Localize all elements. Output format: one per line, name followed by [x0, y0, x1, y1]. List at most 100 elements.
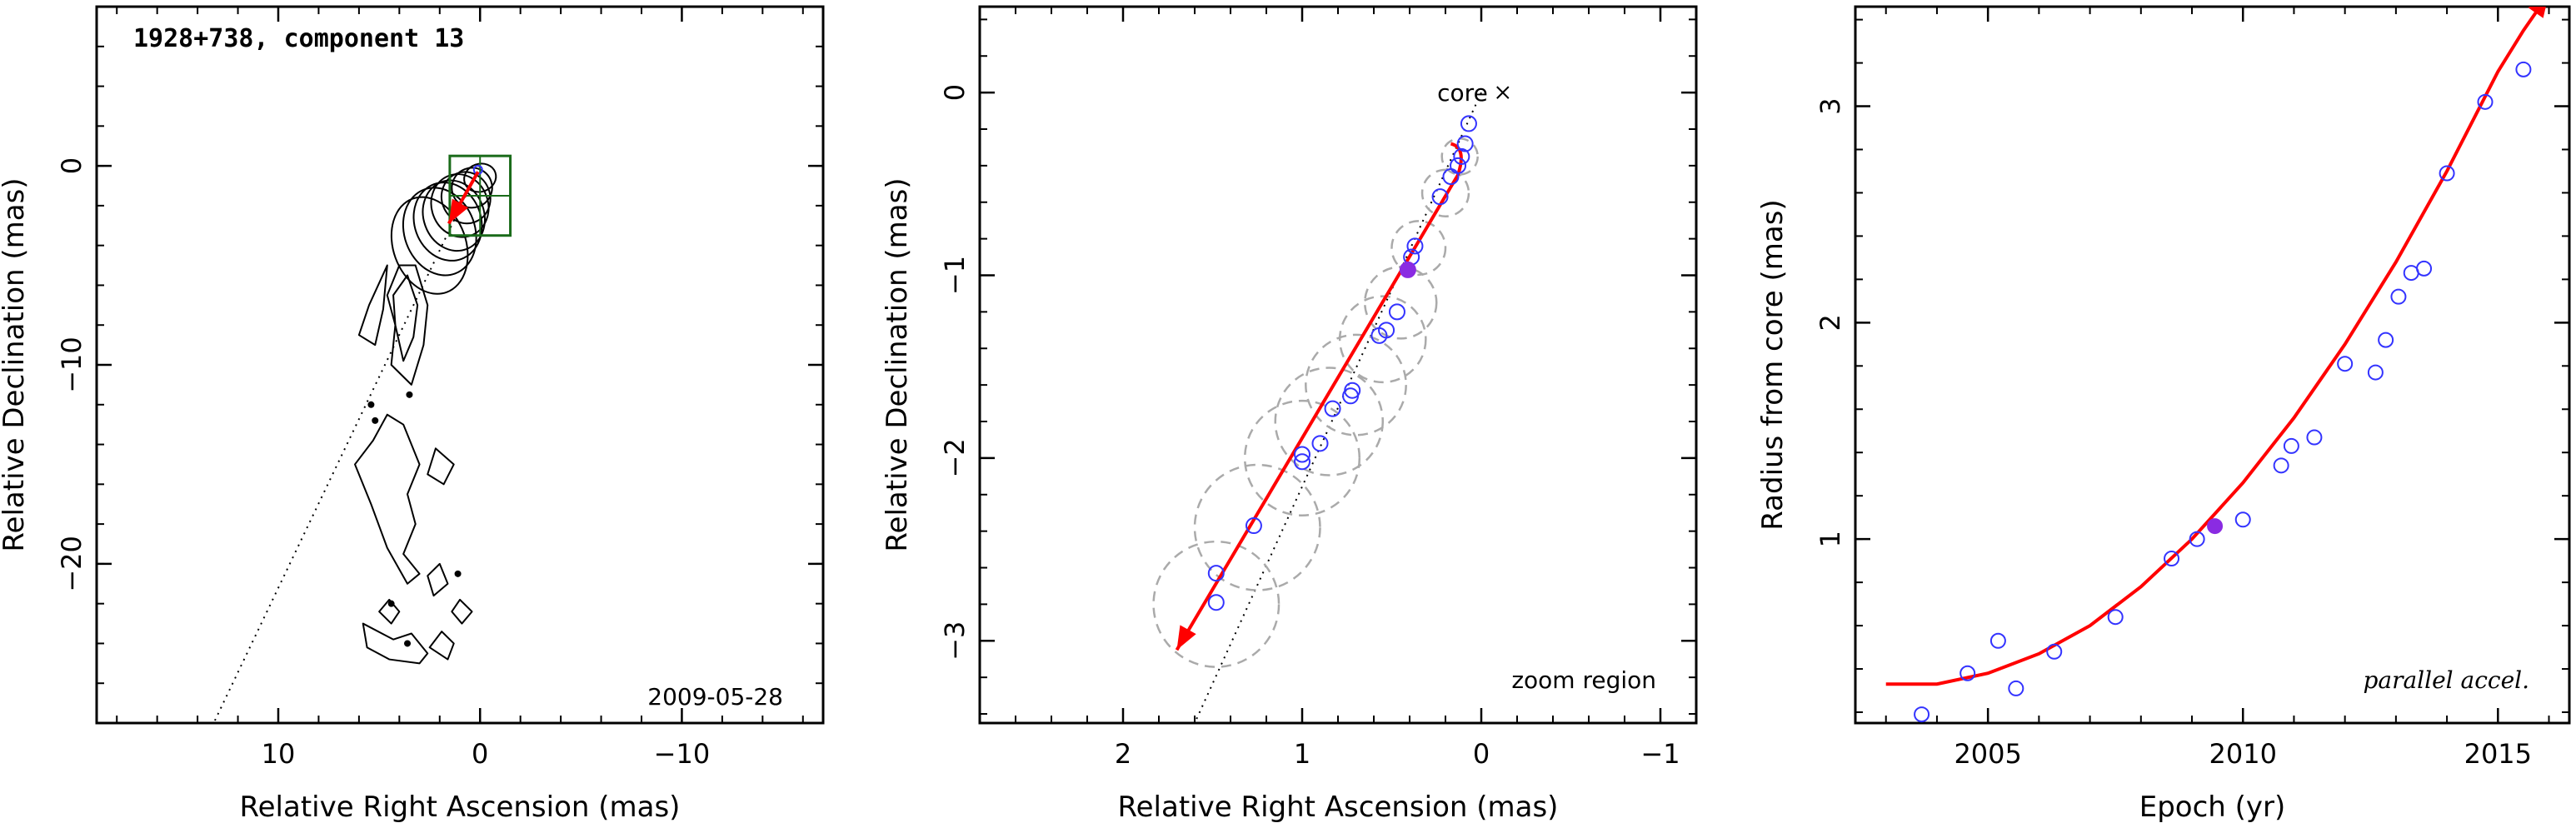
data-point [2189, 531, 2205, 547]
y-axis-title: Relative Declination (mas) [0, 177, 31, 551]
data-point [1388, 303, 1405, 321]
contour-dot [372, 416, 379, 424]
error-circle [1364, 266, 1438, 340]
x-tick-label: −10 [654, 738, 711, 770]
plot-frame [1854, 5, 2571, 725]
error-circle [1420, 168, 1470, 217]
contour-jet [354, 413, 421, 585]
error-circle [1338, 295, 1427, 384]
y-tick-label: −1 [939, 256, 971, 295]
data-point [1914, 706, 1930, 723]
panel-left: 10 0 −10 0 −10 −20 Relative Right Ascension (m… [0, 5, 825, 824]
contour-map [354, 162, 497, 665]
error-circle [1193, 463, 1321, 591]
contour-jet [378, 598, 401, 625]
x-axis-title: Relative Right Ascension (mas) [1118, 791, 1559, 824]
data-point [1370, 327, 1388, 344]
y-tick-label: 0 [56, 157, 87, 174]
contour-jet [451, 598, 473, 625]
track-line [1175, 142, 1463, 651]
data-point [2046, 643, 2063, 660]
error-circle [1274, 367, 1384, 476]
contour-jet [386, 264, 429, 386]
data-point [2273, 457, 2289, 474]
data-point [2337, 356, 2354, 372]
data-point-highlight [1399, 261, 1416, 278]
x-axis-title: Relative Right Ascension (mas) [240, 791, 681, 824]
data-point [2367, 364, 2384, 381]
data-point [1989, 632, 2006, 649]
panel-middle: 2 1 0 −1 0 −1 −2 −3 Relative Right Ascension (ma… [881, 5, 1698, 824]
plot-area [1885, 7, 2546, 723]
contour-core [412, 182, 483, 262]
contour-dot [454, 570, 462, 577]
data-point [1207, 565, 1225, 582]
data-point [2416, 260, 2433, 277]
contour-dot [406, 391, 413, 398]
x-tick-label: 10 [262, 738, 296, 770]
data-point [2306, 429, 2323, 446]
data-point-highlight [2207, 518, 2224, 535]
x-tick-label: 2 [1115, 738, 1131, 770]
panel-right: 2005 2010 2015 1 2 3 Epoch (yr) Radius from cor… [1756, 5, 2571, 824]
data-point [1294, 453, 1310, 471]
contour-core [402, 187, 477, 277]
error-circle [1152, 540, 1281, 668]
data-point [1431, 188, 1449, 206]
plot-area [212, 154, 512, 723]
x-tick-label: −1 [1640, 738, 1680, 770]
data-point [2164, 551, 2180, 567]
data-point [1294, 446, 1310, 463]
data-point [2515, 61, 2532, 77]
y-axis-title: Radius from core (mas) [1756, 199, 1790, 530]
y-tick-label: −3 [939, 621, 971, 661]
x-axis-title: Epoch (yr) [2139, 791, 2286, 824]
x-tick-label: 0 [1473, 738, 1490, 770]
data-point [2283, 437, 2299, 454]
x-tick-label: 1 [1294, 738, 1310, 770]
data-point [1406, 237, 1424, 255]
y-axis-title: Relative Declination (mas) [881, 177, 914, 551]
y-tick-label: 1 [1815, 531, 1846, 547]
y-tick-label: 2 [1815, 314, 1846, 331]
trajectory-dotted-line [1194, 92, 1482, 723]
error-circle [1243, 399, 1361, 516]
y-tick-label: 3 [1815, 97, 1846, 114]
x-tick-label: 2005 [1954, 738, 2021, 770]
data-point [1453, 147, 1470, 165]
error-circle [1390, 220, 1447, 277]
data-point [2378, 332, 2394, 348]
fit-arrowhead [2528, 7, 2546, 18]
x-tick-label: 2010 [2209, 738, 2277, 770]
contour-core [390, 196, 469, 295]
x-tick-label: 2015 [2464, 738, 2532, 770]
trajectory-dotted-line [212, 165, 482, 723]
y-tick-label: 0 [939, 84, 971, 101]
data-point [1460, 115, 1477, 132]
y-tick-label: −10 [56, 337, 87, 393]
data-point [1442, 168, 1460, 186]
data-point [1245, 517, 1262, 535]
core-marker [1496, 86, 1510, 99]
data-point [1456, 135, 1474, 152]
contour-jet [362, 622, 429, 665]
y-tick-label: −2 [939, 438, 971, 477]
x-tick-label: 0 [472, 738, 488, 770]
date-annotation: 2009-05-28 [647, 683, 783, 711]
data-point [2234, 511, 2251, 528]
data-point [1207, 594, 1225, 611]
data-point [1311, 435, 1329, 452]
contour-dot [387, 600, 395, 607]
data-point [1324, 400, 1341, 417]
contour-jet [427, 447, 455, 486]
data-point [1342, 387, 1360, 405]
plot-area [1152, 92, 1482, 723]
data-point [2439, 165, 2455, 182]
fit-curve [1885, 7, 2543, 686]
data-point [2107, 609, 2124, 626]
contour-dot [404, 640, 412, 647]
plot-frame [978, 5, 1698, 725]
contour-jet [428, 631, 455, 661]
fit-annotation: parallel accel. [2363, 666, 2529, 694]
y-tick-label: −20 [56, 536, 87, 592]
